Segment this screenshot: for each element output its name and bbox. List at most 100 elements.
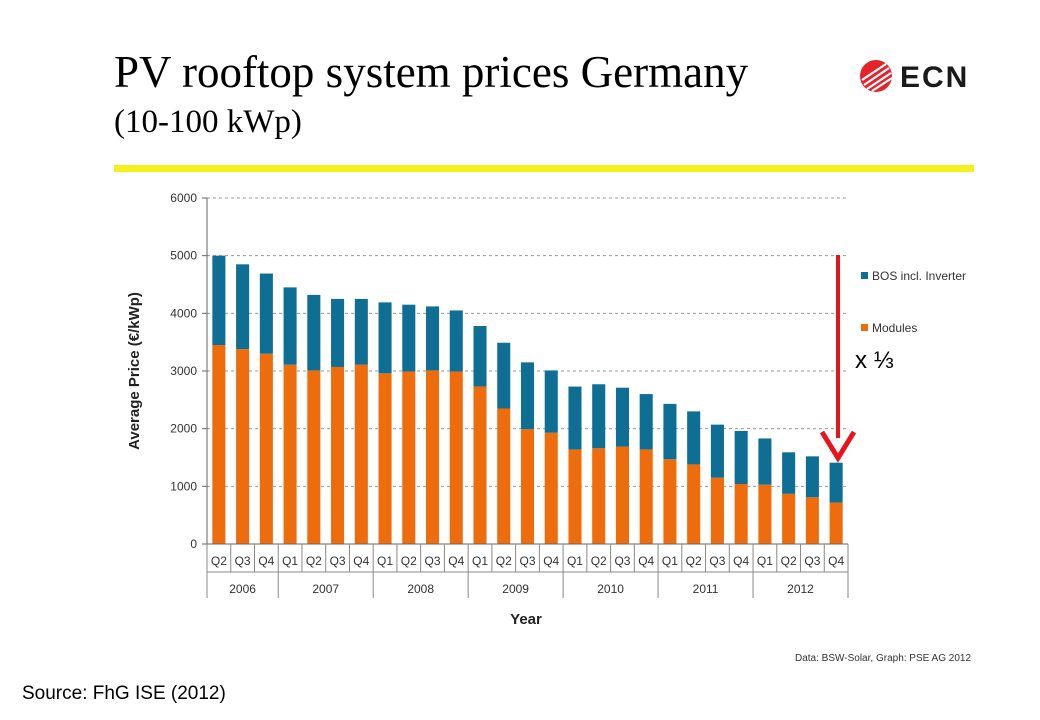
x-year-label: 2009	[502, 582, 529, 596]
bar-modules	[354, 364, 368, 544]
bar-modules	[378, 373, 392, 544]
x-quarter-label: Q2	[211, 554, 227, 568]
reduction-arrow-icon	[819, 255, 857, 463]
x-year-label: 2012	[787, 582, 814, 596]
bar-modules	[212, 345, 226, 544]
y-tick-label: 2000	[170, 422, 197, 436]
y-tick-label: 1000	[170, 479, 197, 493]
x-quarter-label: Q1	[472, 554, 488, 568]
bar-bos	[426, 306, 440, 371]
x-quarter-label: Q3	[804, 554, 820, 568]
bar-modules	[473, 386, 487, 544]
bar-modules	[259, 353, 273, 544]
bar-modules	[236, 349, 250, 544]
bar-bos	[568, 386, 582, 450]
x-year-label: 2010	[597, 582, 624, 596]
bar-modules	[710, 477, 724, 544]
data-credit: Data: BSW-Solar, Graph: PSE AG 2012	[795, 653, 972, 664]
bar-bos	[283, 287, 297, 365]
bar-bos	[592, 384, 606, 449]
bar-modules	[497, 408, 511, 544]
y-tick-label: 5000	[170, 249, 197, 263]
ecn-logo-text: ECN	[900, 61, 969, 94]
x-quarter-label: Q1	[377, 554, 393, 568]
y-tick-label: 0	[190, 537, 197, 551]
bar-modules	[734, 484, 748, 544]
x-quarter-label: Q4	[638, 554, 654, 568]
bar-modules	[805, 497, 819, 544]
x-quarter-label: Q3	[425, 554, 441, 568]
ecn-logo: ECN	[860, 60, 969, 94]
bar-modules	[639, 449, 653, 544]
bar-modules	[402, 371, 416, 544]
x-quarter-label: Q4	[353, 554, 369, 568]
x-quarter-label: Q1	[282, 554, 298, 568]
x-quarter-label: Q4	[448, 554, 464, 568]
x-quarter-label: Q3	[330, 554, 346, 568]
bar-modules	[687, 464, 701, 544]
bar-bos	[473, 326, 487, 387]
x-quarter-label: Q2	[781, 554, 797, 568]
bar-bos	[663, 403, 677, 460]
bar-modules	[829, 502, 843, 544]
ecn-logo-mark-icon	[860, 60, 893, 92]
bar-bos	[829, 462, 843, 503]
x-quarter-label: Q3	[709, 554, 725, 568]
yellow-divider	[114, 165, 974, 172]
bar-bos	[639, 394, 653, 450]
source-note: Source: FhG ISE (2012)	[22, 683, 226, 704]
reduction-factor: x ⅓	[855, 347, 894, 374]
bar-modules	[782, 493, 796, 544]
bar-bos	[402, 304, 416, 372]
x-axis-title: Year	[510, 611, 542, 628]
x-quarter-label: Q3	[235, 554, 251, 568]
bar-bos	[212, 255, 226, 346]
bar-bos	[544, 370, 558, 433]
bar-modules	[544, 432, 558, 544]
bar-modules	[758, 484, 772, 544]
bar-bos	[615, 387, 629, 447]
bar-bos	[449, 310, 463, 372]
x-quarter-label: Q4	[828, 554, 844, 568]
bar-bos	[734, 430, 748, 485]
bar-bos	[259, 273, 273, 354]
y-tick-label: 6000	[170, 191, 197, 205]
bar-bos	[710, 424, 724, 478]
bar-modules	[568, 449, 582, 544]
x-quarter-label: Q1	[567, 554, 583, 568]
bar-bos	[687, 411, 701, 465]
x-quarter-label: Q4	[543, 554, 559, 568]
x-quarter-label: Q2	[306, 554, 322, 568]
bar-modules	[283, 364, 297, 544]
bar-modules	[449, 371, 463, 544]
x-quarter-label: Q2	[686, 554, 702, 568]
y-tick-label: 4000	[170, 306, 197, 320]
x-year-label: 2008	[407, 582, 434, 596]
bar-modules	[331, 366, 345, 544]
bar-bos	[520, 362, 535, 430]
legend-swatch-bos	[861, 272, 868, 279]
x-quarter-label: Q1	[757, 554, 773, 568]
x-quarter-label: Q3	[614, 554, 630, 568]
y-tick-label: 3000	[170, 364, 197, 378]
bar-bos	[782, 452, 796, 494]
bar-modules	[520, 429, 535, 544]
bar-bos	[758, 438, 772, 485]
x-quarter-label: Q2	[401, 554, 417, 568]
x-year-label: 2006	[229, 582, 256, 596]
x-year-label: 2011	[693, 582, 719, 596]
bar-modules	[592, 448, 606, 544]
bar-modules	[426, 370, 440, 544]
bar-modules	[615, 446, 629, 544]
x-year-label: 2007	[312, 582, 339, 596]
y-axis-title: Average Price (€/kWp)	[126, 292, 143, 450]
x-quarter-label: Q4	[733, 554, 749, 568]
bar-modules	[307, 370, 321, 544]
bar-bos	[331, 298, 345, 367]
legend: BOS incl. Inverter Modules	[861, 269, 966, 335]
slide-subtitle: (10-100 kWp)	[114, 104, 302, 140]
x-quarter-label: Q1	[662, 554, 678, 568]
slide-title: PV rooftop system prices Germany	[114, 47, 749, 97]
bar-bos	[378, 302, 392, 374]
